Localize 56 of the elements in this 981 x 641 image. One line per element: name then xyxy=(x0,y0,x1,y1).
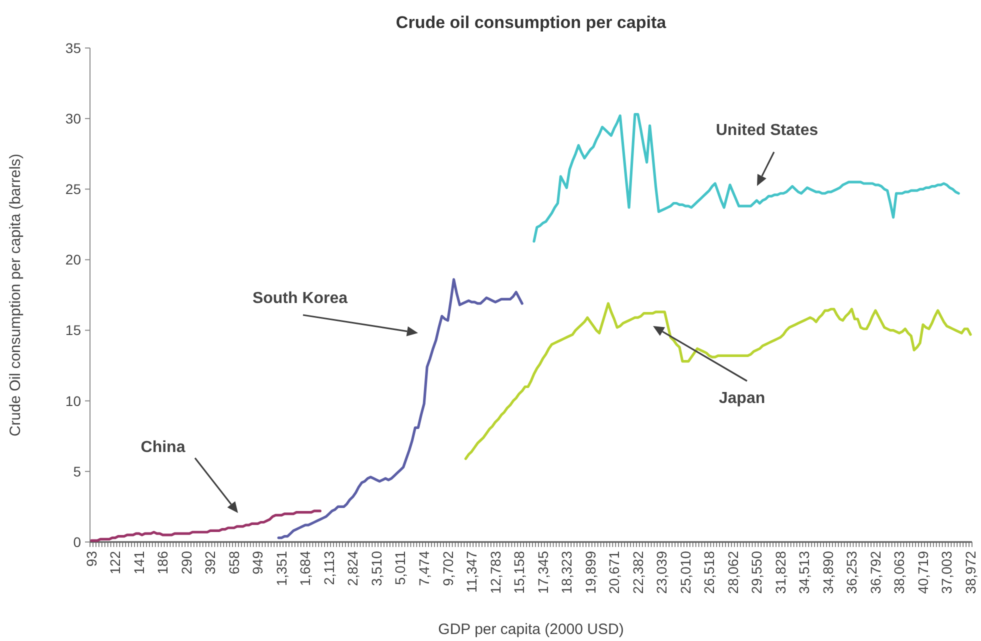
x-tick-label: 3,510 xyxy=(368,550,384,586)
x-tick-label: 17,345 xyxy=(534,550,551,594)
x-tick-label: 38,063 xyxy=(891,550,908,594)
x-tick-label: 11,347 xyxy=(464,550,480,593)
y-tick-label: 0 xyxy=(73,534,82,550)
annotation: China xyxy=(140,439,186,456)
line-series xyxy=(90,510,322,542)
x-tick-label: 12,783 xyxy=(487,550,504,594)
x-tick-label: 31,828 xyxy=(772,550,788,594)
x-tick-label: 36,253 xyxy=(844,550,860,594)
x-tick-label: 34,890 xyxy=(820,550,836,594)
y-tick-label: 35 xyxy=(65,40,82,56)
x-tick-label: 658 xyxy=(226,550,242,574)
x-tick-label: 34,513 xyxy=(796,550,812,594)
line-series xyxy=(532,113,960,243)
y-tick-label: 25 xyxy=(65,181,82,198)
chart-title: Crude oil consumption per capita xyxy=(396,13,667,32)
y-tick-label: 30 xyxy=(65,110,82,126)
x-tick-label: 2,113 xyxy=(320,550,337,585)
x-tick-label: 26,518 xyxy=(701,550,718,594)
x-tick-label: 141 xyxy=(130,550,147,574)
x-tick-label: 392 xyxy=(202,550,218,574)
line-series xyxy=(464,302,972,460)
y-tick-label: 10 xyxy=(65,392,82,409)
x-tick-label: 29,550 xyxy=(748,550,765,594)
x-tick-label: 290 xyxy=(178,550,194,574)
x-tick-label: 28,062 xyxy=(724,550,741,594)
x-tick-label: 19,899 xyxy=(582,550,598,594)
x-tick-label: 22,382 xyxy=(630,550,646,594)
x-tick-label: 9,702 xyxy=(440,550,456,586)
x-tick-label: 122 xyxy=(107,550,124,574)
y-tick-label: 5 xyxy=(73,463,82,480)
x-tick-label: 1,351 xyxy=(273,550,290,586)
y-tick-label: 15 xyxy=(65,322,82,338)
x-tick-label: 25,010 xyxy=(677,550,694,594)
x-tick-label: 20,671 xyxy=(606,550,622,594)
x-tick-label: 7,474 xyxy=(416,550,432,586)
x-tick-label: 38,972 xyxy=(962,550,978,594)
x-tick-label: 1,684 xyxy=(297,550,314,586)
x-tick-label: 93 xyxy=(83,550,100,567)
y-axis-title: Crude Oil consumption per capita (barrels) xyxy=(7,154,24,436)
x-tick-label: 18,323 xyxy=(558,550,575,594)
x-tick-label: 949 xyxy=(250,550,266,574)
x-tick-label: 5,011 xyxy=(392,550,408,585)
annotation: South Korea xyxy=(252,290,348,307)
x-tick-label: 2,824 xyxy=(344,550,361,586)
x-tick-label: 37,003 xyxy=(938,550,955,594)
x-tick-label: 23,039 xyxy=(654,550,670,594)
x-tick-label: 40,719 xyxy=(914,550,931,594)
x-tick-label: 15,158 xyxy=(511,550,528,594)
y-tick-label: 20 xyxy=(65,252,82,268)
annotation: United States xyxy=(716,122,818,139)
x-tick-label: 186 xyxy=(154,550,171,574)
x-tick-label: 36,792 xyxy=(867,550,884,594)
annotation: Japan xyxy=(718,390,766,407)
x-axis-title: GDP per capita (2000 USD) xyxy=(438,621,624,638)
